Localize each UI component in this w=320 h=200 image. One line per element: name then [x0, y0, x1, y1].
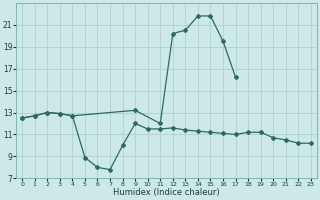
X-axis label: Humidex (Indice chaleur): Humidex (Indice chaleur) [113, 188, 220, 197]
